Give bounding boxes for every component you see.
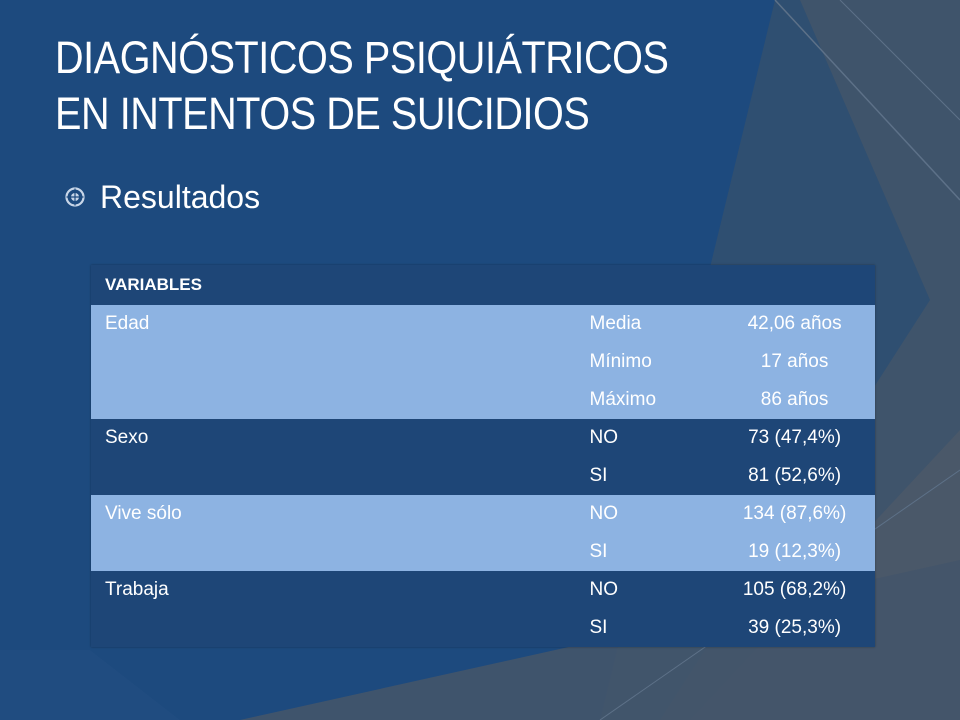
table-row: Sexo NO 73 (47,4%) (91, 419, 875, 457)
circled-dot-bullet-icon (65, 187, 85, 207)
slide-title-line-2: EN INTENTOS DE SUICIDIOS (55, 88, 590, 139)
row-variable (91, 457, 582, 495)
row-variable (91, 381, 582, 419)
variables-table: VARIABLES Edad Media 42,06 años Mínimo 1… (91, 265, 875, 647)
table-row: SI 39 (25,3%) (91, 609, 875, 647)
table-header-variables: VARIABLES (91, 265, 875, 305)
table-row: Vive sólo NO 134 (87,6%) (91, 495, 875, 533)
row-category: Mínimo (581, 343, 715, 381)
table-header-row: VARIABLES (91, 265, 875, 305)
row-category: NO (581, 495, 715, 533)
row-value: 17 años (714, 343, 875, 381)
row-value: 19 (12,3%) (714, 533, 875, 571)
row-category: NO (581, 419, 715, 457)
table-row: SI 81 (52,6%) (91, 457, 875, 495)
row-value: 42,06 años (714, 305, 875, 343)
slide-title: DIAGNÓSTICOS PSIQUIÁTRICOS EN INTENTOS D… (55, 30, 829, 142)
row-value: 134 (87,6%) (714, 495, 875, 533)
row-value: 105 (68,2%) (714, 571, 875, 609)
row-value: 73 (47,4%) (714, 419, 875, 457)
row-variable: Trabaja (91, 571, 582, 609)
row-category: Media (581, 305, 715, 343)
row-value: 86 años (714, 381, 875, 419)
row-category: SI (581, 609, 715, 647)
row-variable (91, 609, 582, 647)
row-value: 81 (52,6%) (714, 457, 875, 495)
row-variable (91, 533, 582, 571)
table-row: Máximo 86 años (91, 381, 875, 419)
row-category: SI (581, 457, 715, 495)
table-row: Edad Media 42,06 años (91, 305, 875, 343)
table-row: Mínimo 17 años (91, 343, 875, 381)
bullet-text: Resultados (100, 179, 261, 215)
row-value: 39 (25,3%) (714, 609, 875, 647)
row-variable: Sexo (91, 419, 582, 457)
row-category: Máximo (581, 381, 715, 419)
row-variable: Edad (91, 305, 582, 343)
table-row: SI 19 (12,3%) (91, 533, 875, 571)
row-category: NO (581, 571, 715, 609)
row-category: SI (581, 533, 715, 571)
bullet-item: Resultados (64, 177, 260, 217)
slide-title-line-1: DIAGNÓSTICOS PSIQUIÁTRICOS (55, 32, 669, 83)
table-row: Trabaja NO 105 (68,2%) (91, 571, 875, 609)
row-variable: Vive sólo (91, 495, 582, 533)
row-variable (91, 343, 582, 381)
